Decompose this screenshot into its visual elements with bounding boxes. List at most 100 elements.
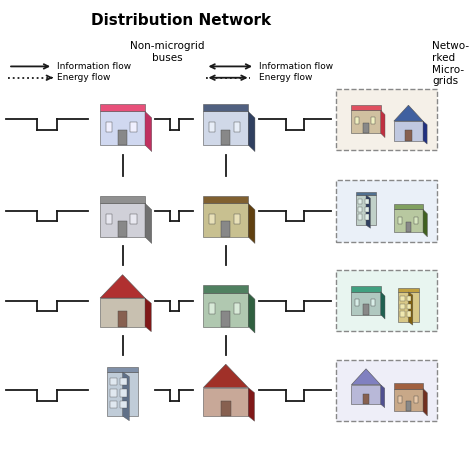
Bar [100,104,145,111]
Bar [203,111,248,145]
Bar [107,372,138,416]
Polygon shape [394,105,423,121]
Bar [203,104,248,111]
Bar [356,195,376,225]
Bar [209,303,215,314]
Bar [356,191,376,195]
Bar [120,401,127,408]
Bar [401,311,405,317]
Bar [398,288,419,292]
Bar [336,181,437,242]
Bar [401,296,405,301]
Polygon shape [100,275,145,298]
Bar [110,378,117,385]
Bar [110,389,117,397]
Text: Non-microgrid
buses: Non-microgrid buses [130,41,205,63]
Bar [394,204,423,210]
Text: Information flow: Information flow [57,62,132,71]
Polygon shape [248,388,255,421]
Bar [406,401,411,411]
Bar [203,388,248,416]
Bar [351,385,381,404]
Bar [100,203,145,237]
Bar [398,292,419,322]
Bar [355,299,359,306]
Text: Energy flow: Energy flow [259,73,313,82]
Bar [405,130,411,140]
Bar [358,214,363,220]
Polygon shape [145,111,152,152]
Bar [130,122,137,132]
Bar [203,196,248,203]
Bar [130,214,137,224]
Bar [234,214,240,224]
Bar [351,105,381,110]
Text: Information flow: Information flow [259,62,334,71]
Bar [413,396,418,402]
Bar [100,196,145,203]
Bar [336,270,437,331]
Bar [407,311,411,317]
Polygon shape [366,195,370,228]
Bar [203,293,248,327]
Bar [394,383,423,389]
Bar [358,207,363,212]
Bar [209,214,215,224]
Text: Distribution Network: Distribution Network [91,13,271,28]
Polygon shape [248,111,255,152]
Bar [351,110,381,133]
Polygon shape [381,110,385,137]
Bar [394,121,423,140]
Bar [406,222,411,232]
Polygon shape [203,364,248,388]
Bar [120,389,127,397]
Bar [209,122,215,132]
Bar [407,303,411,309]
Bar [100,298,145,327]
Bar [234,122,240,132]
Bar [106,122,112,132]
Bar [336,89,437,150]
Polygon shape [423,210,428,237]
Polygon shape [248,293,255,333]
Text: Netwo-
rked
Micro-
grids: Netwo- rked Micro- grids [432,41,469,86]
Bar [118,221,127,237]
Bar [394,210,423,232]
Bar [221,401,231,416]
Bar [398,217,401,224]
Bar [110,401,117,408]
Bar [351,292,381,315]
Polygon shape [423,121,427,144]
Bar [363,393,369,404]
Bar [358,199,363,204]
Polygon shape [381,385,385,408]
Bar [118,311,128,327]
Bar [221,221,230,237]
Bar [365,199,369,204]
Bar [107,367,138,372]
Polygon shape [351,369,381,385]
Bar [371,117,375,124]
Bar [407,296,411,301]
Bar [365,214,369,220]
Bar [394,389,423,411]
Bar [234,303,240,314]
Bar [351,286,381,292]
Polygon shape [423,389,428,416]
Bar [365,207,369,212]
Polygon shape [145,298,151,332]
Bar [363,123,369,133]
Bar [221,311,230,327]
Text: Energy flow: Energy flow [57,73,111,82]
Bar [221,129,230,145]
Bar [203,285,248,293]
Bar [363,304,369,315]
Bar [118,129,127,145]
Polygon shape [381,292,385,319]
Polygon shape [248,203,255,244]
Bar [398,396,401,402]
Bar [355,117,359,124]
Bar [401,303,405,309]
Polygon shape [123,372,129,421]
Polygon shape [409,292,413,325]
